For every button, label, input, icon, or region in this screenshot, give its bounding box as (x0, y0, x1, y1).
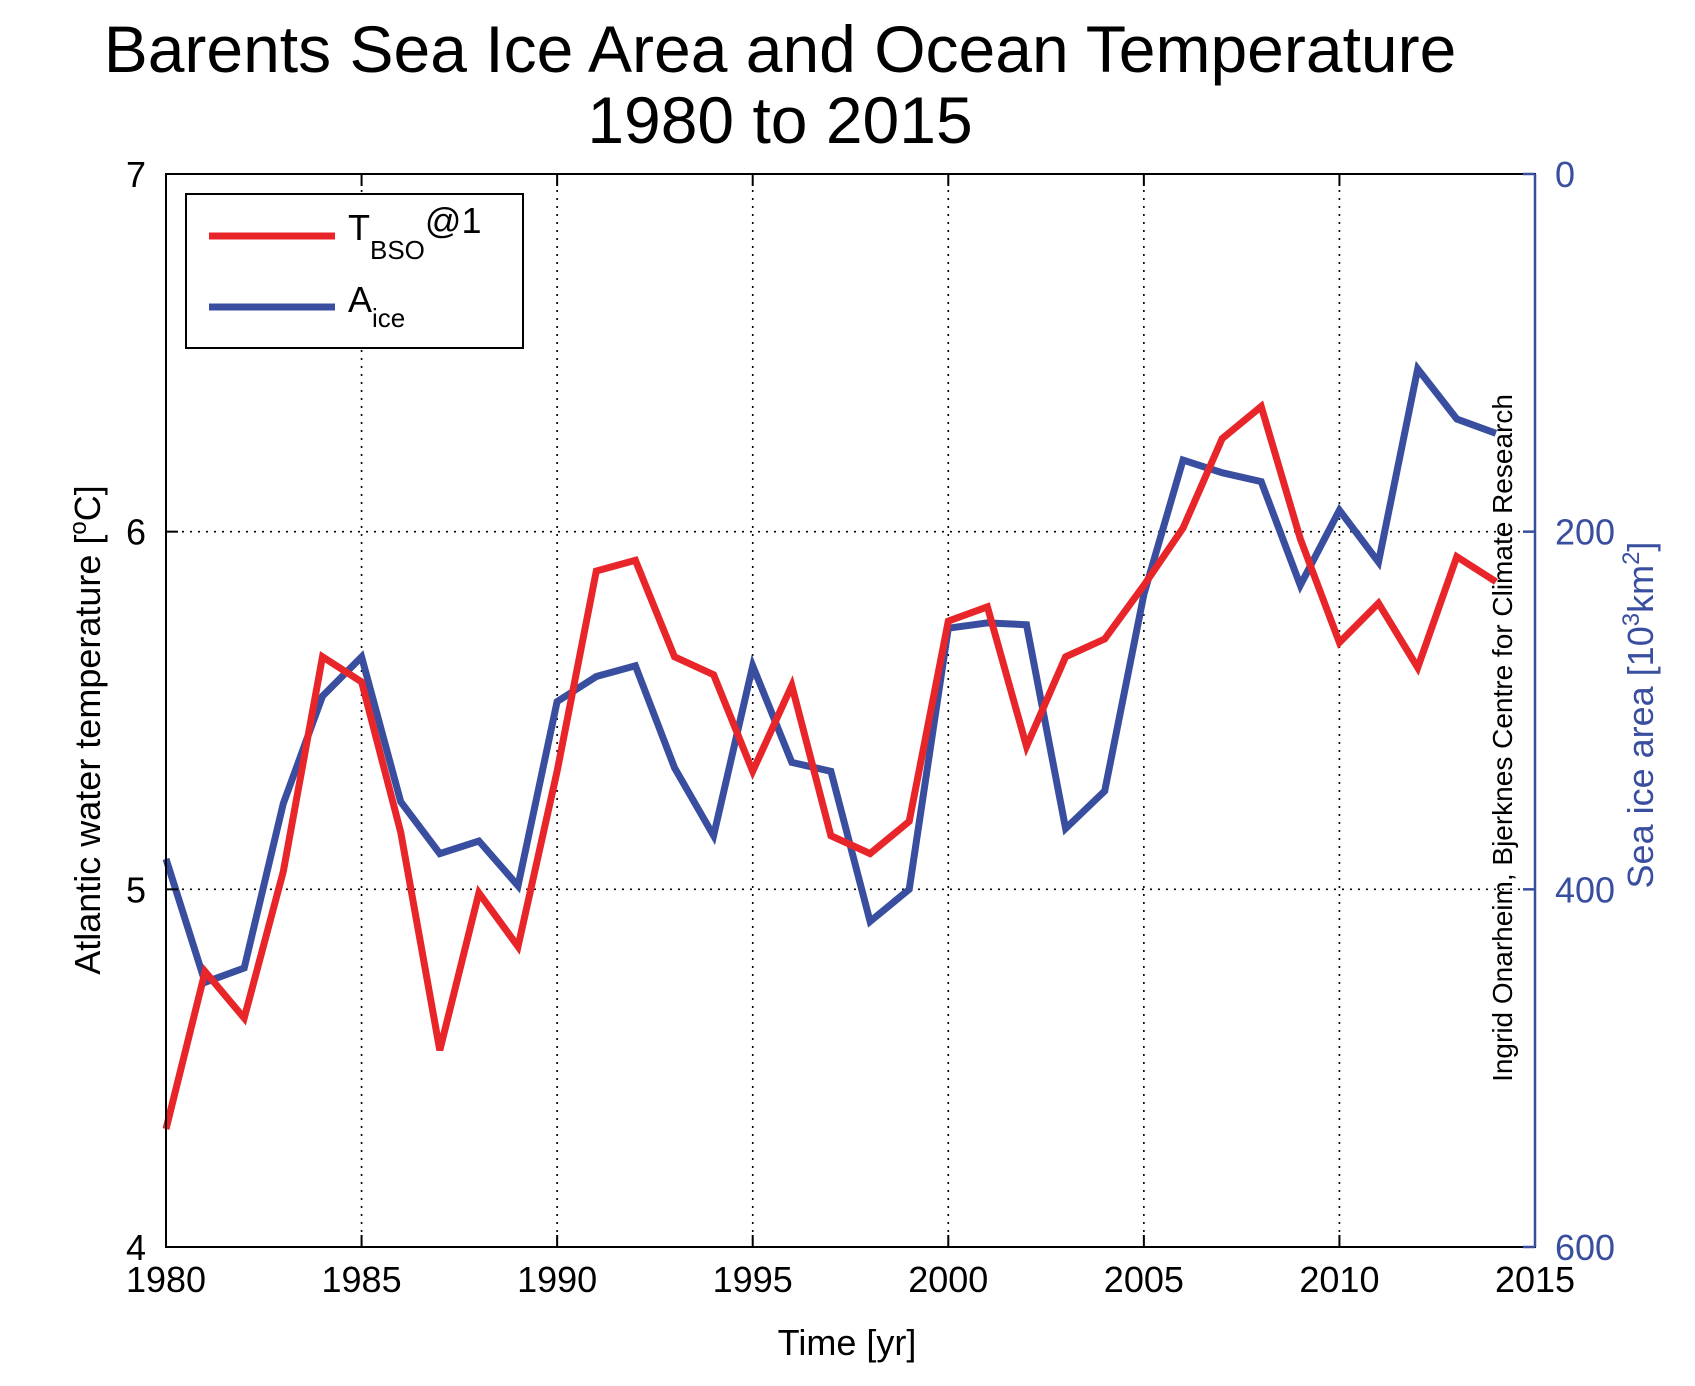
y-tick-label-right: 400 (1555, 869, 1615, 910)
x-tick-label: 2015 (1495, 1259, 1575, 1300)
chart-subtitle: 1980 to 2015 (587, 83, 972, 157)
x-tick-label: 1995 (713, 1259, 793, 1300)
legend-box (185, 193, 524, 349)
credit-text: Ingrid Onarheim, Bjerknes Centre for Cli… (1487, 394, 1518, 1082)
y-axis-label-right-mid: km (1620, 565, 1661, 613)
y-axis-label-right-sup1: 3 (1618, 613, 1645, 626)
series-line-temperature (162, 400, 1498, 1130)
series-line-ice (162, 360, 1498, 987)
y-axis-label-left-sup: o (65, 521, 92, 534)
x-axis-label: Time [yr] (778, 1322, 917, 1363)
y-axis-label-left: Atlantic water temperature [oC] (65, 485, 108, 975)
x-tick-label: 1980 (126, 1259, 206, 1300)
x-tick-label: 1985 (322, 1259, 402, 1300)
legend-label-ice-sub: ice (372, 303, 405, 333)
legend-label-ice: Aice (348, 279, 405, 333)
y-tick-label-left: 6 (126, 512, 146, 553)
y-tick-label-right: 0 (1555, 154, 1575, 195)
x-tick-label: 2010 (1299, 1259, 1379, 1300)
y-tick-label-left: 5 (126, 869, 146, 910)
y-tick-label-right: 600 (1555, 1227, 1615, 1268)
y-axis-label-right-end: ] (1620, 542, 1661, 552)
y-tick-label-right: 200 (1555, 512, 1615, 553)
y-axis-label-left-main: Atlantic water temperature [ (67, 535, 108, 975)
y-tick-label-left: 4 (126, 1227, 146, 1268)
y-axis-label-left-end: C] (67, 485, 108, 521)
y-axis-label-right-main: Sea ice area [10 (1620, 626, 1661, 888)
x-tick-label: 2000 (908, 1259, 988, 1300)
legend-label-temperature-sub: BSO (370, 235, 425, 265)
x-tick-label: 2005 (1104, 1259, 1184, 1300)
y-axis-label-right: Sea ice area [103km2] (1618, 542, 1661, 889)
ticks: 1980 1985 1990 1995 2000 2005 2010 2015 4 5 6 7 0 200… (126, 154, 1615, 1300)
y-tick-label-left: 7 (126, 154, 146, 195)
chart-title: Barents Sea Ice Area and Ocean Temperatu… (104, 12, 1457, 86)
legend-label-temperature-suffix: @1 (425, 200, 482, 241)
legend: TBSO@1 Aice (185, 193, 524, 349)
legend-label-temperature-main: T (348, 207, 370, 248)
legend-label-temperature: TBSO@1 (348, 200, 482, 265)
y-axis-label-right-sup2: 2 (1618, 552, 1645, 565)
series-layer (162, 360, 1498, 1130)
legend-label-ice-main: A (348, 279, 372, 320)
x-tick-label: 1990 (517, 1259, 597, 1300)
